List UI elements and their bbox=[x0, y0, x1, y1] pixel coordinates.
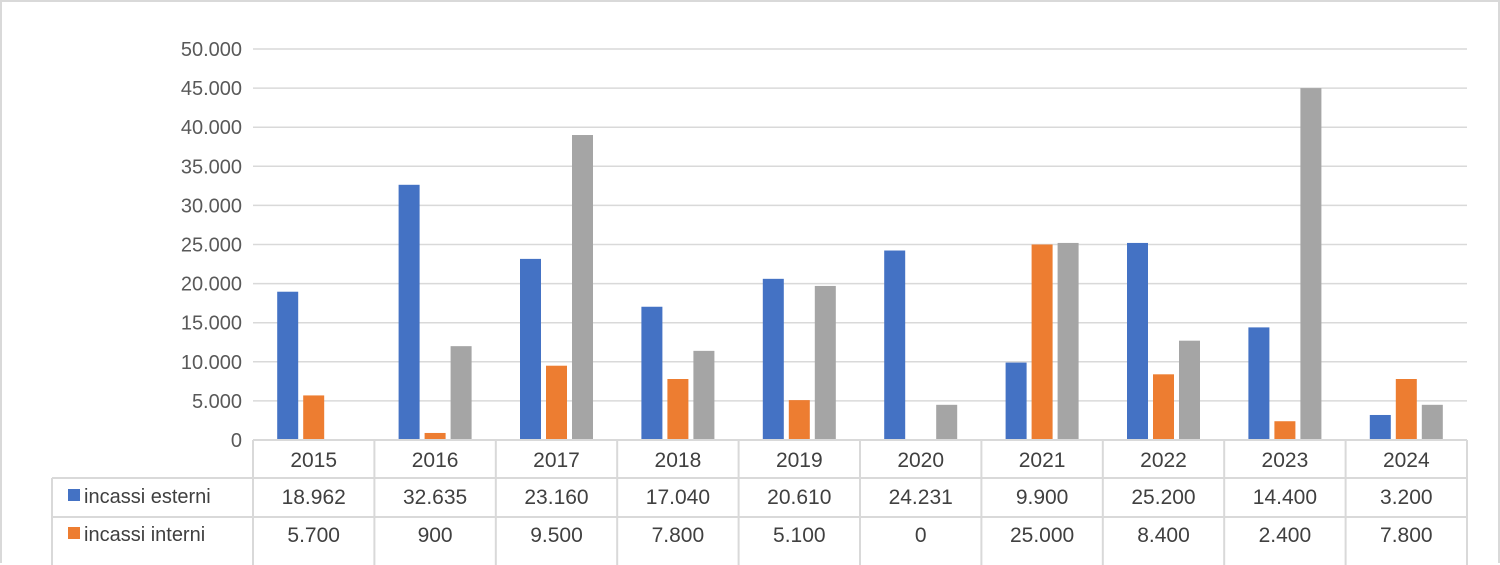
bar bbox=[1369, 414, 1391, 440]
data-label: 0 bbox=[915, 524, 927, 547]
bar bbox=[450, 346, 472, 440]
data-label: 9.500 bbox=[530, 524, 583, 547]
data-label: 900 bbox=[418, 524, 453, 547]
y-tick-label: 20.000 bbox=[181, 274, 242, 296]
bar bbox=[814, 285, 836, 440]
legend-label: incassi interni bbox=[84, 524, 205, 546]
data-label: 24.231 bbox=[889, 486, 953, 509]
y-tick-label: 40.000 bbox=[181, 117, 242, 139]
bar bbox=[693, 350, 715, 440]
data-label: 8.400 bbox=[1137, 524, 1190, 547]
bar bbox=[1179, 340, 1200, 440]
bar bbox=[398, 184, 420, 440]
bar bbox=[277, 291, 299, 440]
data-label: 5.700 bbox=[287, 524, 340, 547]
x-tick-label: 2019 bbox=[776, 449, 823, 472]
x-tick-label: 2021 bbox=[1019, 449, 1066, 472]
y-tick-label: 35.000 bbox=[181, 156, 242, 178]
bar bbox=[1300, 88, 1322, 440]
data-label: 25.200 bbox=[1131, 486, 1195, 509]
data-label: 9.900 bbox=[1016, 486, 1069, 509]
bar bbox=[788, 400, 810, 440]
x-tick-label: 2016 bbox=[412, 449, 459, 472]
bar bbox=[936, 404, 958, 440]
bar bbox=[1274, 421, 1296, 440]
data-label: 7.800 bbox=[1380, 524, 1433, 547]
x-tick-label: 2022 bbox=[1140, 449, 1187, 472]
x-tick-label: 2024 bbox=[1383, 449, 1430, 472]
legend-swatch bbox=[68, 527, 80, 539]
y-tick-label: 5.000 bbox=[192, 391, 242, 413]
x-tick-label: 2015 bbox=[290, 449, 337, 472]
data-label: 25.000 bbox=[1010, 524, 1074, 547]
bar bbox=[641, 306, 663, 440]
bar bbox=[1057, 242, 1079, 440]
x-tick-label: 2017 bbox=[533, 449, 580, 472]
data-label: 5.100 bbox=[773, 524, 826, 547]
bar bbox=[303, 395, 325, 440]
bar bbox=[884, 250, 906, 440]
y-tick-label: 45.000 bbox=[181, 78, 242, 100]
y-tick-label: 0 bbox=[231, 430, 242, 452]
data-label: 2.400 bbox=[1259, 524, 1312, 547]
bar bbox=[424, 432, 446, 440]
data-label: 7.800 bbox=[652, 524, 705, 547]
bar bbox=[572, 135, 593, 440]
data-label: 17.040 bbox=[646, 486, 710, 509]
data-label: 18.962 bbox=[282, 486, 346, 509]
bar bbox=[1153, 374, 1174, 440]
x-tick-label: 2023 bbox=[1262, 449, 1309, 472]
data-label: 32.635 bbox=[403, 486, 467, 509]
y-tick-label: 25.000 bbox=[181, 235, 242, 257]
legend-label: incassi esterni bbox=[84, 486, 211, 508]
y-tick-label: 10.000 bbox=[181, 352, 242, 374]
bar bbox=[520, 258, 541, 440]
legend-swatch bbox=[68, 489, 80, 501]
bar bbox=[1031, 244, 1053, 440]
x-tick-label: 2020 bbox=[897, 449, 944, 472]
bar bbox=[1248, 327, 1270, 440]
data-label: 14.400 bbox=[1253, 486, 1317, 509]
bar bbox=[1127, 242, 1148, 440]
data-label: 23.160 bbox=[524, 486, 588, 509]
bar bbox=[1005, 362, 1027, 440]
data-label: 3.200 bbox=[1380, 486, 1433, 509]
bar bbox=[667, 379, 689, 440]
bar bbox=[762, 278, 784, 440]
y-tick-label: 15.000 bbox=[181, 313, 242, 335]
x-tick-label: 2018 bbox=[655, 449, 702, 472]
bar bbox=[546, 365, 567, 440]
y-tick-label: 30.000 bbox=[181, 195, 242, 217]
y-tick-label: 50.000 bbox=[181, 39, 242, 61]
bar bbox=[1395, 379, 1417, 440]
bar bbox=[1421, 404, 1443, 440]
data-label: 20.610 bbox=[767, 486, 831, 509]
